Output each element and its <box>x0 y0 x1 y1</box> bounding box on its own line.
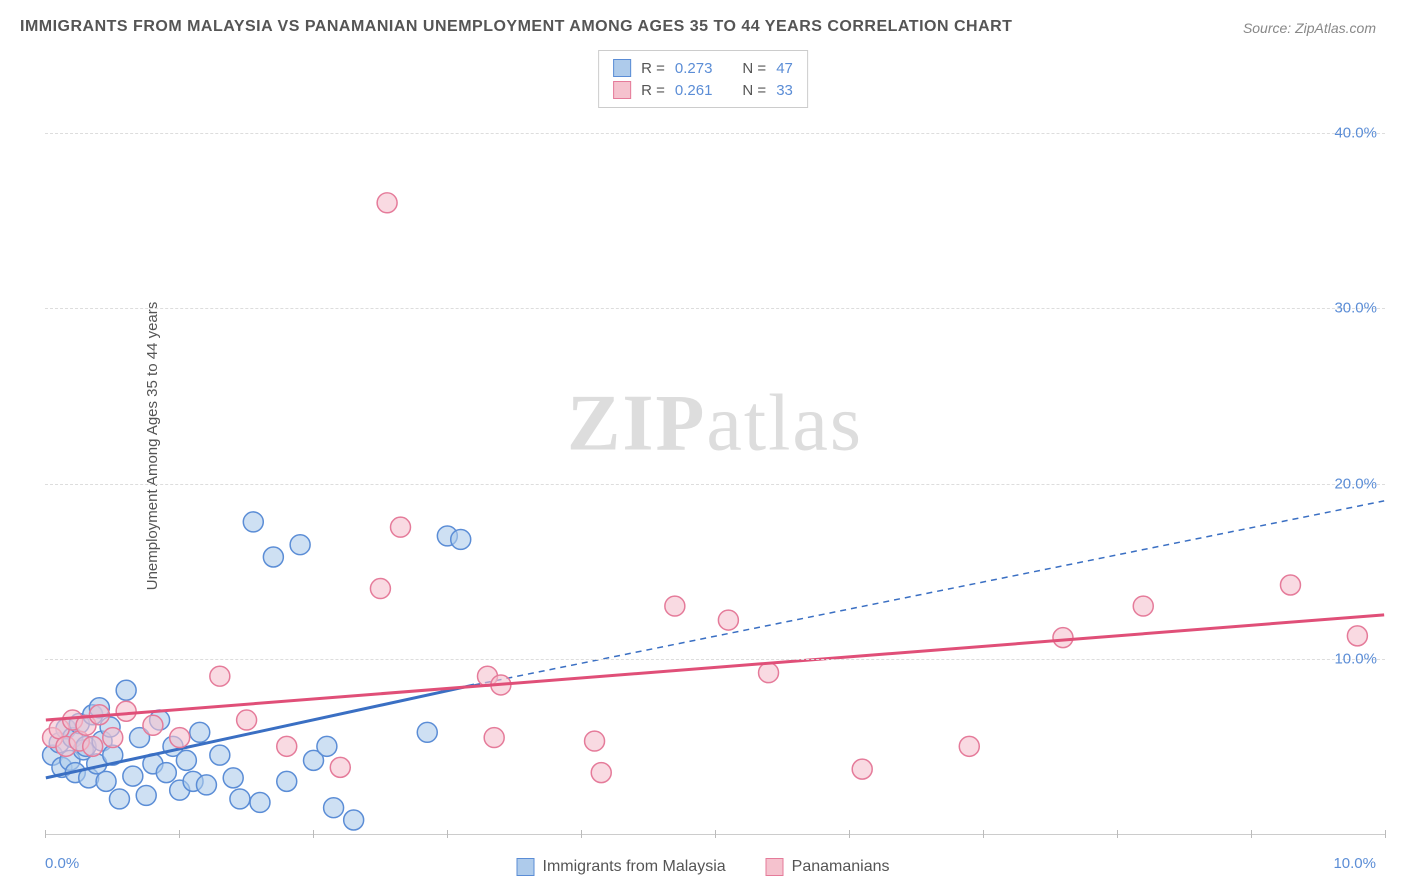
data-point <box>210 666 230 686</box>
data-point <box>223 768 243 788</box>
n-value: 47 <box>776 60 793 77</box>
data-point <box>143 715 163 735</box>
r-label: R = <box>641 82 665 99</box>
source-label: Source: ZipAtlas.com <box>1243 20 1376 36</box>
data-point <box>277 736 297 756</box>
y-tick-label: 40.0% <box>1334 124 1377 141</box>
data-point <box>243 512 263 532</box>
plot-area: ZIPatlas 10.0%20.0%30.0%40.0% <box>45 45 1385 835</box>
data-point <box>263 547 283 567</box>
data-point <box>136 785 156 805</box>
data-point <box>377 193 397 213</box>
data-point <box>585 731 605 751</box>
y-tick-label: 20.0% <box>1334 475 1377 492</box>
data-point <box>1133 596 1153 616</box>
data-point <box>277 771 297 791</box>
chart-title: IMMIGRANTS FROM MALAYSIA VS PANAMANIAN U… <box>20 18 1012 36</box>
data-point <box>116 701 136 721</box>
n-value: 33 <box>776 82 793 99</box>
data-point <box>237 710 257 730</box>
data-point <box>852 759 872 779</box>
data-point <box>103 728 123 748</box>
data-point <box>290 535 310 555</box>
r-label: R = <box>641 60 665 77</box>
x-tick-first: 0.0% <box>45 855 79 872</box>
n-label: N = <box>742 82 766 99</box>
data-point <box>96 771 116 791</box>
y-tick-label: 10.0% <box>1334 651 1377 668</box>
y-tick-label: 30.0% <box>1334 300 1377 317</box>
data-point <box>391 517 411 537</box>
correlation-legend: R = 0.273 N = 47 R = 0.261 N = 33 <box>598 50 808 108</box>
data-point <box>317 736 337 756</box>
data-point <box>116 680 136 700</box>
swatch-icon <box>613 59 631 77</box>
data-point <box>718 610 738 630</box>
data-point <box>176 750 196 770</box>
data-point <box>156 763 176 783</box>
data-point <box>196 775 216 795</box>
legend-row: R = 0.273 N = 47 <box>613 57 793 79</box>
data-point <box>1053 628 1073 648</box>
series-legend: Immigrants from Malaysia Panamanians <box>517 858 890 876</box>
data-point <box>451 529 471 549</box>
data-point <box>1347 626 1367 646</box>
x-tick-last: 10.0% <box>1333 855 1376 872</box>
data-point <box>330 757 350 777</box>
data-point <box>959 736 979 756</box>
data-point <box>210 745 230 765</box>
trend-line-extrapolated <box>474 501 1384 685</box>
data-point <box>250 792 270 812</box>
data-point <box>759 663 779 683</box>
r-value: 0.273 <box>675 60 713 77</box>
data-point <box>123 766 143 786</box>
data-point <box>344 810 364 830</box>
r-value: 0.261 <box>675 82 713 99</box>
swatch-icon <box>766 858 784 876</box>
data-point <box>83 736 103 756</box>
swatch-icon <box>613 81 631 99</box>
n-label: N = <box>742 60 766 77</box>
data-point <box>109 789 129 809</box>
data-point <box>665 596 685 616</box>
legend-item: Panamanians <box>766 858 890 876</box>
data-point <box>230 789 250 809</box>
data-point <box>324 798 344 818</box>
swatch-icon <box>517 858 535 876</box>
legend-row: R = 0.261 N = 33 <box>613 79 793 101</box>
data-point <box>484 728 504 748</box>
trend-line <box>46 615 1384 720</box>
data-point <box>370 579 390 599</box>
scatter-svg <box>45 45 1385 834</box>
data-point <box>170 728 190 748</box>
data-point <box>190 722 210 742</box>
legend-label: Panamanians <box>792 858 890 876</box>
data-point <box>591 763 611 783</box>
legend-label: Immigrants from Malaysia <box>543 858 726 876</box>
legend-item: Immigrants from Malaysia <box>517 858 726 876</box>
data-point <box>1280 575 1300 595</box>
data-point <box>417 722 437 742</box>
